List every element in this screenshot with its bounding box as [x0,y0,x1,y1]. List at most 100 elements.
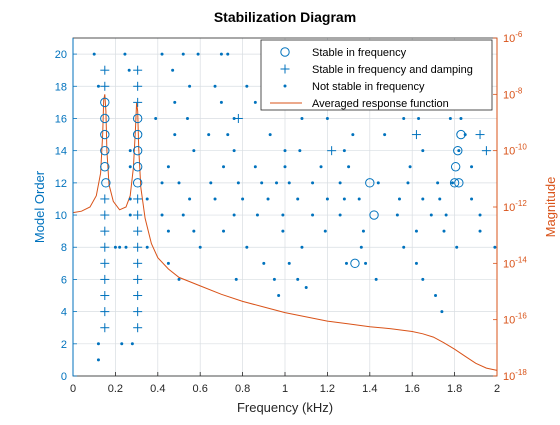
not-stable-frequency-marker [188,197,192,201]
not-stable-frequency-marker [207,133,211,137]
stable-frequency-damping-marker [411,130,421,140]
not-stable-frequency-marker [192,229,196,233]
not-stable-frequency-marker [421,149,425,153]
stable-frequency-marker [350,258,360,269]
left-y-tick-label: 6 [61,274,67,286]
not-stable-frequency-marker [287,181,291,185]
not-stable-frequency-marker [128,213,132,217]
legend-box [260,39,493,111]
not-stable-frequency-marker [160,213,164,217]
not-stable-frequency-marker [296,277,300,281]
not-stable-frequency-marker [272,277,276,281]
not-stable-frequency-marker [296,197,300,201]
not-stable-frequency-marker [459,116,463,120]
not-stable-frequency-marker [219,52,223,56]
right-y-tick-label: 10-6 [503,30,523,45]
not-stable-frequency-marker [185,116,189,120]
x-tick-label: 1.6 [405,383,420,395]
not-stable-frequency-marker [414,261,418,265]
not-stable-frequency-marker [311,213,315,217]
not-stable-frequency-marker [145,245,149,249]
not-stable-frequency-marker [323,229,327,233]
not-stable-frequency-marker [325,116,329,120]
stable-frequency-damping-marker [481,146,491,156]
stable-frequency-marker [100,129,110,140]
not-stable-frequency-marker [342,149,346,153]
not-stable-frequency-marker [160,52,164,56]
stable-frequency-damping-marker [133,307,143,317]
stable-frequency-damping-marker [475,130,485,140]
stable-frequency-damping-marker [100,242,110,252]
left-y-tick-label: 4 [61,307,67,319]
not-stable-frequency-marker [406,181,410,185]
stable-frequency-damping-marker [133,65,143,75]
not-stable-frequency-marker [173,133,177,137]
right-y-tick-label: 10-12 [503,199,527,214]
not-stable-frequency-marker [253,165,257,169]
stable-frequency-damping-marker [100,274,110,284]
not-stable-frequency-marker [397,197,401,201]
chart-title: Stabilization Diagram [214,9,356,25]
not-stable-frequency-marker [222,229,226,233]
not-stable-frequency-marker [429,213,433,217]
not-stable-frequency-marker [455,245,459,249]
not-stable-frequency-marker [232,149,236,153]
stable-frequency-damping-marker [100,258,110,268]
not-stable-frequency-marker [325,197,329,201]
not-stable-frequency-marker [173,100,177,104]
stable-frequency-damping-marker [100,291,110,301]
not-stable-frequency-marker [226,52,230,56]
right-y-axis-label: Magnitude [543,177,558,238]
stable-frequency-damping-marker [133,323,143,333]
stable-frequency-damping-marker [100,226,110,236]
averaged-response-curve [72,94,498,371]
not-stable-frequency-marker [123,52,127,56]
not-stable-frequency-marker [338,213,342,217]
not-stable-frequency-marker [434,294,438,298]
not-stable-frequency-marker [241,197,245,201]
stable-frequency-marker [453,145,463,156]
not-stable-frequency-marker [414,229,418,233]
left-y-tick-label: 14 [55,146,67,158]
not-stable-frequency-marker [351,133,355,137]
not-stable-frequency-marker [226,133,230,137]
left-y-tick-label: 20 [55,49,67,61]
not-stable-frequency-marker [118,245,122,249]
stable-frequency-damping-marker [133,258,143,268]
stable-frequency-damping-marker [100,65,110,75]
not-stable-frequency-marker [408,165,412,169]
not-stable-frequency-marker [470,197,474,201]
not-stable-frequency-marker [245,84,249,88]
stable-frequency-marker [369,210,379,220]
stable-frequency-marker [132,178,143,188]
legend-label: Not stable in frequency [312,81,425,93]
not-stable-frequency-marker [232,213,236,217]
stable-frequency-damping-marker [280,64,290,74]
stable-frequency-marker [132,129,143,140]
not-stable-frequency-marker [395,213,399,217]
not-stable-frequency-marker [283,165,287,169]
not-stable-frequency-marker [120,342,124,346]
not-stable-frequency-marker [311,181,315,185]
not-stable-frequency-marker [255,213,259,217]
not-stable-frequency-marker [376,181,380,185]
not-stable-frequency-marker [347,165,351,169]
x-tick-label: 0 [70,383,76,395]
not-stable-frequency-marker [338,181,342,185]
response-curve-layer [72,94,498,371]
not-stable-frequency-marker [277,294,281,298]
not-stable-frequency-marker [300,245,304,249]
right-y-tick-label: 10-18 [503,368,527,383]
stable-frequency-damping-marker [133,194,143,204]
not-stable-frequency-marker [275,181,279,185]
not-stable-frequency-marker [417,116,421,120]
right-y-tick-label: 10-10 [503,143,527,158]
stable-frequency-damping-marker [100,323,110,333]
not-stable-frequency-marker [96,358,100,362]
not-stable-frequency-marker [166,229,170,233]
not-stable-frequency-marker [357,197,361,201]
stable-frequency-damping-marker [133,226,143,236]
legend-label: Stable in frequency and damping [312,64,473,76]
not-stable-frequency-marker [166,261,170,265]
